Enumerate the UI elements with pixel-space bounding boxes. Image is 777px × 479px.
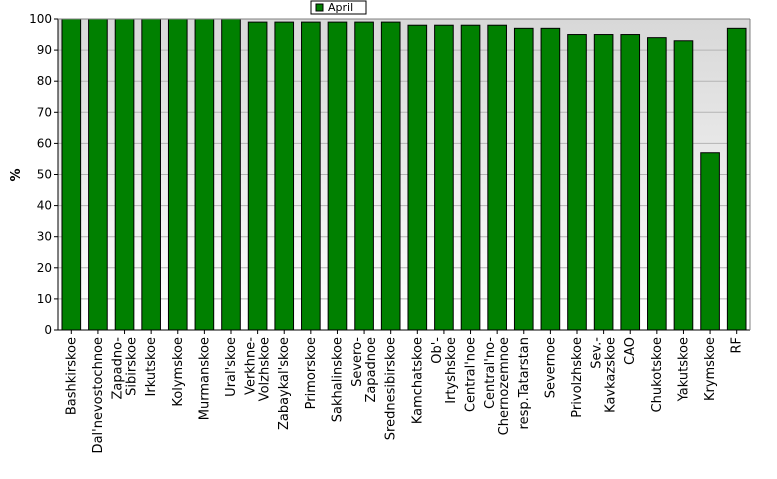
x-tick-label: Chukotskoe [650,337,665,412]
y-axis-label: % [9,168,24,181]
x-tick-label: Volzhskoe [258,337,273,401]
y-tick-label: 0 [44,323,52,337]
x-tick-label: Sev.- [590,337,605,369]
x-tick-label: Srednesibirskoe [384,337,399,440]
x-tick-label: Bashkirskoe [64,337,79,415]
legend-box [310,0,367,15]
y-tick-label: 90 [37,43,52,57]
x-tick-label: Murmanskoe [197,337,212,420]
legend-entry-april: April [328,1,353,14]
y-tick-label: 60 [37,136,52,150]
x-tick-label: Chernozemnoe [497,337,512,435]
bar [647,37,667,331]
x-tick-label: Ob'- [430,337,445,364]
x-tick-label: Severnoe [543,337,558,398]
axes [57,18,751,331]
x-tick-label: RF [730,337,745,354]
y-tick-label: 70 [37,105,52,119]
bar [567,34,587,331]
y-axis-ticks: 0 10 20 30 40 50 60 70 80 90 100 [29,12,58,337]
legend: April [310,0,367,15]
x-tick-label: CAO [623,337,638,365]
x-tick-label: Ural'skoe [224,337,239,397]
x-tick-label: Central'noe [464,337,479,412]
bar [407,24,428,331]
y-tick-label: 20 [37,261,52,275]
x-tick-label: Krymskoe [703,337,718,401]
x-tick-label: Kolymskoe [171,337,186,407]
bar [487,24,507,331]
bar [593,34,614,331]
x-tick-label: Zapadno- [111,337,126,400]
y-tick-label: 10 [37,292,52,306]
x-tick-label: Primorskoe [304,337,319,409]
bar [540,27,561,331]
bar [301,21,321,331]
bar [194,18,215,331]
x-tick-label: Irtyshskoe [444,337,459,404]
bar [61,18,82,331]
x-tick-label: Central'no- [483,337,498,409]
bar [221,18,241,331]
bar [327,21,348,331]
x-tick-label: Verkhne- [244,337,259,395]
x-axis-tick-labels: Bashkirskoe Dal'nevostochnoe Zapadno- Sibir… [64,330,745,453]
bar [114,18,135,331]
bar [247,21,268,331]
x-tick-label: Zapadnoe [364,337,379,403]
y-tick-label: 80 [37,74,52,88]
bar [513,27,534,331]
x-tick-label: Kavkazskoe [604,337,619,413]
bar [141,18,161,331]
bars [61,18,747,331]
legend-swatch [315,3,324,12]
x-tick-label: Kamchatskoe [410,337,425,424]
bar [673,40,694,331]
x-tick-label: Privolzhskoe [570,337,585,418]
x-tick-label: Severo- [350,337,365,387]
bar [620,34,641,331]
bar [460,24,481,331]
x-tick-label: Dal'nevostochnoe [91,337,106,453]
bar [700,152,720,331]
bar [434,24,454,331]
bar [726,27,747,331]
y-tick-label: 100 [29,12,52,26]
y-tick-label: 40 [37,199,52,213]
bar [88,18,108,331]
x-tick-label: resp.Tatarstan [517,337,532,429]
bar [167,18,188,331]
x-tick-label: Sakhalinskoe [330,337,345,422]
bar [380,21,401,331]
x-tick-label: Yakutskoe [676,337,691,402]
x-tick-label: Irkutskoe [144,337,159,396]
y-tick-label: 30 [37,230,52,244]
bar [274,21,295,331]
x-tick-label: Sibirskoe [125,337,140,396]
y-tick-label: 50 [37,168,52,182]
bar [354,21,374,331]
x-tick-label: Zabaykal'skoe [277,337,292,430]
